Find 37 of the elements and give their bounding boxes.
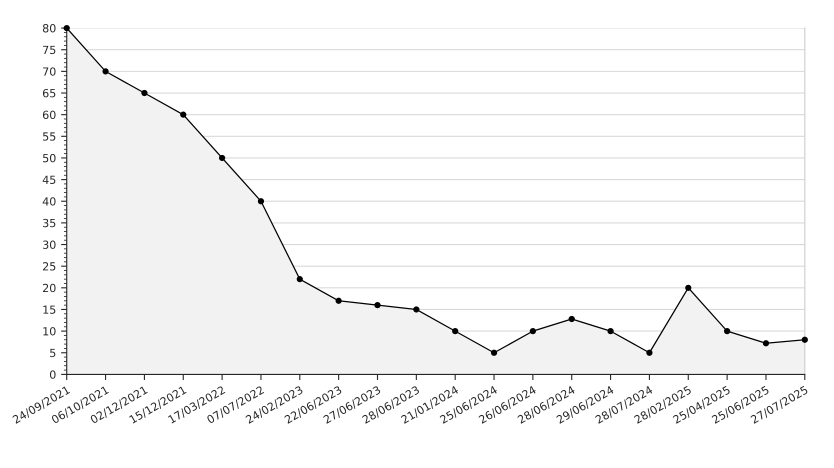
y-tick-label: 35 <box>43 218 56 228</box>
point <box>490 350 498 356</box>
point <box>336 298 342 304</box>
y-tick-label: 80 <box>42 24 56 32</box>
y-tick-label: 0 <box>50 370 56 379</box>
y-tick-label: 20 <box>42 284 56 292</box>
y-tick-label: 65 <box>42 88 56 98</box>
y-tick-label: 10 <box>43 327 56 336</box>
point <box>180 112 186 118</box>
point <box>296 276 303 282</box>
point <box>607 328 614 334</box>
point <box>530 328 536 334</box>
point <box>762 340 770 346</box>
point <box>724 328 730 334</box>
point <box>802 336 808 343</box>
y-tick-label: 40 <box>42 197 56 206</box>
point <box>141 90 148 96</box>
y-tick-label: 30 <box>43 240 56 249</box>
y-tick-label: 45 <box>42 176 56 184</box>
point <box>218 154 226 162</box>
point <box>102 68 109 74</box>
point <box>452 328 458 334</box>
point <box>685 284 692 291</box>
point <box>413 306 420 313</box>
point <box>258 198 264 204</box>
point <box>568 316 575 322</box>
y-tick-label: 5 <box>50 348 56 358</box>
y-tick-label: 55 <box>43 132 56 141</box>
point <box>374 302 381 308</box>
point <box>64 24 70 32</box>
y-tick-label: 50 <box>43 154 56 162</box>
y-tick-label: 25 <box>42 262 56 271</box>
point <box>646 350 653 356</box>
y-tick-label: 70 <box>43 67 56 76</box>
y-tick-label: 15 <box>43 306 56 314</box>
y-tick-label: 75 <box>43 46 56 54</box>
y-tick-label: 60 <box>42 110 56 120</box>
